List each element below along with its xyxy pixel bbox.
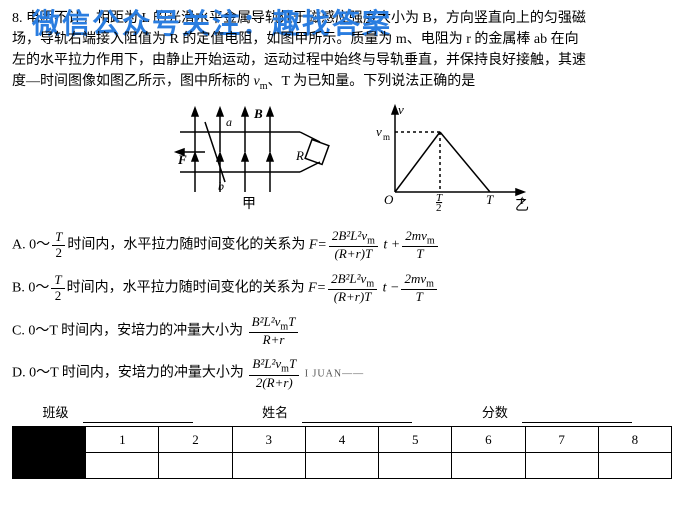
c-d: R+r [249, 333, 299, 347]
b-n2s: m [426, 278, 434, 289]
cap1: 甲 [242, 197, 256, 212]
fr-n2: T [51, 273, 64, 288]
footer-note: I JUAN—— [305, 369, 364, 380]
lbl-vm: v [376, 124, 382, 139]
fr-d: 2 [52, 246, 65, 260]
optA-pre: A. 0～ [12, 237, 50, 252]
hdr-name: 姓名 [262, 403, 302, 423]
ans-6 [452, 452, 525, 478]
col-7: 7 [525, 426, 598, 452]
diagram-circuit: a b B F R 甲 [170, 102, 330, 219]
col-6: 6 [452, 426, 525, 452]
q-line3: 左的水平拉力作用下，由静止开始运动，运动过程中始终与导轨垂直，并保持良好接触，其… [12, 53, 586, 68]
ans-7 [525, 452, 598, 478]
b-n1s: m [366, 278, 374, 289]
diagram-vt: v v m O T 2 T t 乙 [370, 102, 530, 219]
c-nt: T [288, 314, 295, 329]
diagrams-row: a b B F R 甲 v v m O T 2 T t 乙 [12, 102, 688, 219]
question-number: 8. [12, 11, 23, 26]
ans-3 [232, 452, 305, 478]
q-line1: 电阻不计，相距为 L 的光滑水平金属导轨处于磁感应强度大小为 B，方向竖直向上的… [26, 11, 586, 26]
ans-5 [379, 452, 452, 478]
a-d1: (R+r)T [329, 247, 378, 261]
hdr-class: 班级 [43, 403, 83, 423]
d-d: 2(R+r) [249, 376, 299, 390]
col-2: 2 [159, 426, 232, 452]
col-1: 1 [86, 426, 159, 452]
option-d: D. 0～T 时间内，安培力的冲量大小为 B²L²vmT 2(R+r) I JUA… [12, 357, 688, 390]
lbl-O: O [384, 192, 394, 207]
option-a: A. 0～T2时间内，水平拉力随时间变化的关系为 F=2B²L²vm(R+r)T… [12, 229, 688, 262]
ans-1 [86, 452, 159, 478]
a-n2s: m [427, 235, 435, 246]
optD: D. 0～T 时间内，安培力的冲量大小为 [12, 366, 244, 381]
options-block: A. 0～T2时间内，水平拉力随时间变化的关系为 F=2B²L²vm(R+r)T… [12, 229, 688, 391]
a-n1s: m [367, 235, 375, 246]
b-d1: (R+r)T [328, 290, 377, 304]
optB-pre: B. 0～ [12, 280, 49, 295]
lbl-B: B [253, 106, 263, 121]
lbl-T2d: 2 [436, 202, 442, 212]
d-n: B²L²v [252, 356, 281, 371]
b-t: t − [379, 280, 399, 295]
a-d2: T [402, 247, 437, 261]
lbl-R: R [295, 148, 304, 163]
lbl-v: v [398, 102, 404, 117]
answer-table: 班级 姓名 分数 1 2 3 4 5 6 7 8 [12, 400, 672, 479]
lbl-a: a [226, 115, 232, 129]
a-n2: 2mv [405, 228, 427, 243]
fr-d2: 2 [51, 289, 64, 303]
Feq: F= [309, 237, 327, 252]
a-t: t + [380, 237, 400, 252]
ans-8 [598, 452, 671, 478]
col-8: 8 [598, 426, 671, 452]
lbl-b: b [218, 179, 224, 193]
b-d2: T [401, 290, 436, 304]
lbl-vm-sub: m [383, 132, 390, 142]
optA-mid: 时间内，水平拉力随时间变化的关系为 [67, 237, 309, 252]
d-ns: m [281, 364, 289, 375]
lbl-T: T [486, 192, 494, 207]
question-stem: 微信公众号关注：趣找答案 8. 电阻不计，相距为 L 的光滑水平金属导轨处于磁感… [12, 8, 688, 94]
c-ns: m [280, 321, 288, 332]
q-line2: 场，导轨右端接入阻值为 R 的定值电阻，如图甲所示。质量为 m、电阻为 r 的金… [12, 32, 579, 47]
d-nt: T [289, 356, 296, 371]
lbl-F: F [177, 152, 187, 167]
optB-mid: 时间内，水平拉力随时间变化的关系为 [67, 280, 309, 295]
q-line4b: 、T 为已知量。下列说法正确的是 [268, 74, 476, 89]
b-n1: 2B²L²v [331, 271, 366, 286]
cap2: 乙 [515, 198, 529, 212]
col-3: 3 [232, 426, 305, 452]
b-n2: 2mv [404, 271, 426, 286]
col-5: 5 [379, 426, 452, 452]
option-c: C. 0～T 时间内，安培力的冲量大小为 B²L²vmT R+r [12, 315, 688, 348]
hdr-score: 分数 [482, 403, 522, 423]
black-cell [13, 426, 86, 478]
ans-2 [159, 452, 232, 478]
optC: C. 0～T 时间内，安培力的冲量大小为 [12, 323, 243, 338]
q-vm-sub: m [260, 81, 268, 92]
option-b: B. 0～T2时间内，水平拉力随时间变化的关系为 F=2B²L²vm(R+r)T… [12, 272, 688, 305]
fr-n: T [52, 230, 65, 245]
ans-4 [305, 452, 378, 478]
q-line4a: 度—时间图像如图乙所示，图中所标的 [12, 74, 254, 89]
col-4: 4 [305, 426, 378, 452]
c-n: B²L²v [252, 314, 281, 329]
a-n1: 2B²L²v [332, 228, 367, 243]
Feq2: F= [308, 280, 326, 295]
